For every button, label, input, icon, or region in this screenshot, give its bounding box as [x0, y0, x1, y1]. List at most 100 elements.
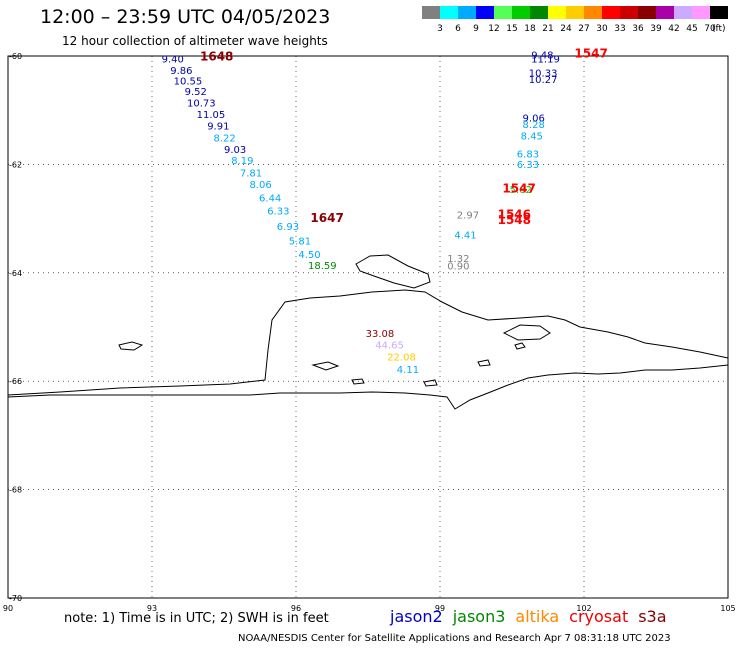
x-tick-label: 102 [576, 604, 591, 613]
legend-swatch [638, 6, 656, 19]
satellite-name: altika [515, 607, 560, 626]
wave-height-label: 1.32 [447, 254, 469, 265]
wave-height-label: 4.11 [397, 365, 419, 376]
wave-height-label: 33.08 [366, 329, 395, 340]
legend-label: 18 [524, 24, 536, 34]
y-tick-label: -64 [9, 269, 22, 278]
wave-height-label: 9.06 [523, 114, 545, 125]
legend-label: 6 [455, 24, 461, 34]
y-tick-label: -62 [9, 160, 22, 169]
legend-swatch [440, 6, 458, 19]
footer-credit: NOAA/NESDIS Center for Satellite Applica… [238, 633, 671, 644]
coastline-south [7, 364, 729, 410]
island-2 [502, 324, 551, 341]
legend-label: 45 [686, 24, 697, 34]
wave-height-label: 22.08 [387, 353, 416, 364]
legend-label: 24 [560, 24, 572, 34]
legend-label: 70 [704, 24, 716, 34]
page-subtitle: 12 hour collection of altimeter wave hei… [62, 34, 328, 48]
wave-height-label: 10.27 [529, 75, 558, 86]
track-time-label: 1547 [574, 47, 607, 61]
y-tick-label: -70 [9, 594, 22, 603]
legend-label: 3 [437, 24, 443, 34]
x-tick-label: 99 [435, 604, 445, 613]
wave-height-label: 5.62 [510, 185, 532, 196]
x-tick-label: 93 [147, 604, 157, 613]
track-time-label: 1648 [200, 49, 233, 63]
wave-height-label: 8.19 [231, 156, 253, 167]
track-time-label: 1548 [498, 213, 531, 227]
wave-height-label: 8.45 [521, 131, 543, 142]
wave-height-label: 4.41 [454, 231, 476, 242]
island-8 [477, 359, 491, 367]
legend-label: 33 [614, 24, 625, 34]
legend-label: 12 [488, 24, 499, 34]
wave-height-label: 11.05 [197, 110, 226, 121]
satellite-name: jason2 [390, 607, 443, 626]
y-tick-label: -66 [9, 377, 22, 386]
legend-swatch [584, 6, 602, 19]
legend-unit: (ft) [712, 24, 726, 34]
wave-height-label: 7.81 [240, 168, 262, 179]
wave-height-label: 4.50 [298, 250, 320, 261]
legend-swatch [674, 6, 692, 19]
legend-label: 42 [668, 24, 679, 34]
legend-swatch [458, 6, 476, 19]
satellite-name: s3a [638, 607, 667, 626]
wave-height-label: 2.97 [457, 211, 479, 222]
legend-label: 9 [473, 24, 479, 34]
legend-swatch [548, 6, 566, 19]
y-tick-label: -60 [9, 52, 22, 61]
wave-height-label: 8.22 [213, 134, 235, 145]
island-5 [423, 379, 438, 387]
legend-label: 39 [650, 24, 662, 34]
coastline [7, 254, 729, 410]
legend-label: 21 [542, 24, 553, 34]
wave-height-label: 9.48 [531, 51, 553, 62]
legend-swatch [656, 6, 674, 19]
satellite-name: jason3 [452, 607, 506, 626]
legend-swatch [494, 6, 512, 19]
legend-label: 30 [596, 24, 608, 34]
map-grid [8, 56, 728, 598]
wave-height-label: 6.93 [277, 222, 299, 233]
wave-height-label: 9.91 [207, 122, 229, 133]
legend-swatch [602, 6, 620, 19]
island-6 [351, 378, 365, 385]
track-time-label: 1647 [310, 211, 343, 225]
wave-height-label: 6.33 [517, 160, 539, 171]
island-4 [311, 361, 340, 371]
wave-height-label: 10.33 [529, 69, 558, 80]
satellite-legend: jason2 jason3 altika cryosat s3a [390, 607, 677, 626]
wave-height-label: 6.33 [267, 206, 289, 217]
wave-height-label: 8.28 [523, 120, 545, 131]
legend-swatch [692, 6, 710, 19]
wave-height-label: 10.73 [187, 98, 216, 109]
legend-swatch [620, 6, 638, 19]
wave-height-label: 9.03 [224, 145, 246, 156]
wave-height-label: 11.19 [531, 55, 560, 66]
legend-swatch [710, 6, 728, 19]
wave-height-label: 6.44 [259, 193, 281, 204]
island-7 [514, 342, 526, 350]
track-time-label: 1547 [502, 182, 535, 196]
wave-height-label: 9.86 [170, 66, 192, 77]
wave-height-label: 0.90 [447, 262, 469, 273]
legend-swatch [422, 6, 440, 19]
wave-height-label: 9.52 [185, 87, 207, 98]
legend-swatch [512, 6, 530, 19]
coastline-main [7, 289, 729, 396]
legend-swatch [476, 6, 494, 19]
satellite-name: cryosat [569, 607, 629, 626]
wave-height-label: 18.59 [308, 261, 337, 272]
observation-labels: 9.409.8610.559.5210.7311.059.918.229.038… [162, 51, 560, 376]
color-legend: 3 6 9 12 15 18 21 24 27 30 33 36 39 42 45 70(ft) [422, 6, 728, 34]
island-1 [355, 254, 431, 289]
wave-height-label: 6.83 [517, 149, 539, 160]
x-tick-label: 96 [291, 604, 301, 613]
x-tick-label: 90 [3, 604, 13, 613]
legend-label: 15 [506, 24, 517, 34]
axis-tick-labels: 90 93 96 99 102 105 -60 -62 -64 -66 -68 -70 [3, 52, 736, 613]
